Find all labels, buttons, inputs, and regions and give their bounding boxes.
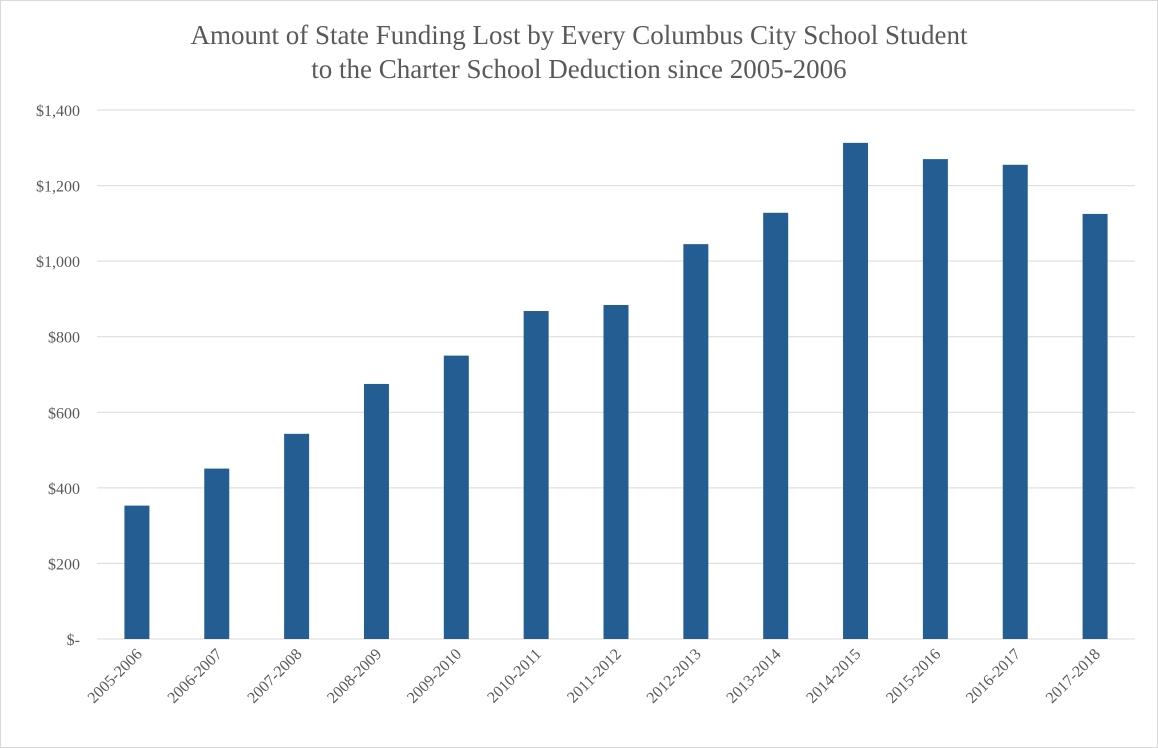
x-tick-label: 2011-2012 [564,646,625,707]
bar-2012-2013 [683,244,709,639]
x-tick-label: 2008-2009 [324,646,385,707]
bar-2014-2015 [843,142,869,639]
bar-2017-2018 [1082,213,1108,640]
y-tick-label: $- [67,632,80,649]
bar-2016-2017 [1002,164,1028,639]
bar-2006-2007 [204,468,230,639]
bar-2009-2010 [443,355,469,639]
x-tick-label: 2010-2011 [484,646,545,707]
y-axis: $- $200 $400 $600 $800 $1,000 $1,200 $1,400 [36,103,80,649]
bar-2015-2016 [922,159,948,639]
x-tick-label: 2012-2013 [644,646,705,707]
x-tick-label: 2017-2018 [1043,646,1104,707]
x-tick-label: 2007-2008 [244,646,305,707]
y-tick-label: $800 [48,330,80,347]
bar-2011-2012 [603,304,629,639]
chart-title: Amount of State Funding Lost by Every Co… [0,18,1158,86]
y-tick-label: $1,400 [36,103,80,120]
bars [124,142,1108,640]
x-tick-label: 2013-2014 [723,646,784,707]
y-tick-label: $1,000 [36,254,80,271]
bar-2008-2009 [363,383,389,639]
x-tick-label: 2014-2015 [803,646,864,707]
x-tick-label: 2016-2017 [963,646,1024,707]
chart-title-line-1: Amount of State Funding Lost by Every Co… [190,20,968,50]
y-tick-label: $600 [48,405,80,422]
bar-2010-2011 [523,311,549,639]
bar-2007-2008 [284,433,310,639]
x-tick-label: 2015-2016 [883,646,944,707]
chart-title-line-2: to the Charter School Deduction since 20… [311,54,847,84]
x-axis: 2005-2006 2006-2007 2007-2008 2008-2009 2009… [85,646,1104,707]
y-tick-label: $1,200 [36,179,80,196]
x-tick-label: 2009-2010 [404,646,465,707]
x-tick-label: 2006-2007 [165,646,226,707]
y-tick-label: $200 [48,556,80,573]
y-tick-label: $400 [48,481,80,498]
bar-2013-2014 [763,212,789,639]
x-tick-label: 2005-2006 [85,646,146,707]
bar-2005-2006 [124,505,150,639]
